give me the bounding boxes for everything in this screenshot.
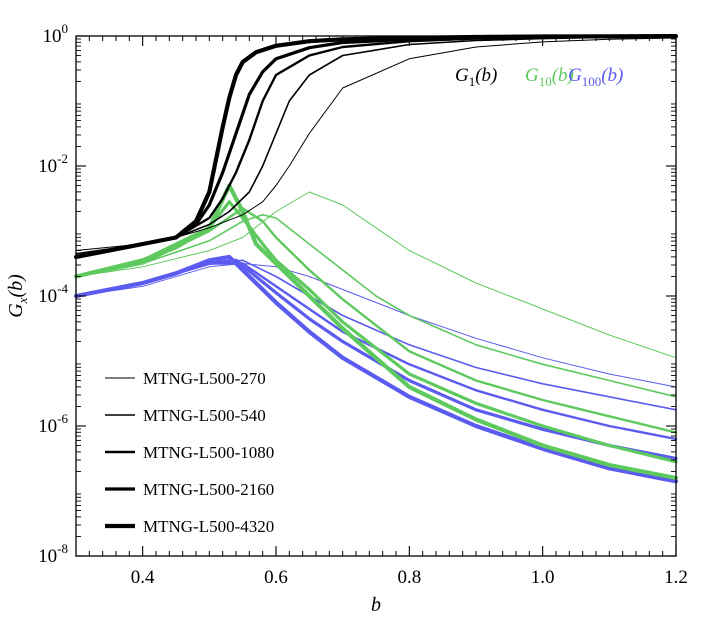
y-axis-label-main: G [5,303,27,318]
y-tick-label: 100 [43,21,69,47]
x-tick-label: 0.8 [397,567,421,588]
series-line-g100-4320 [73,254,679,484]
ticks-layer: 0.4 0.6 0.8 1.0 1.2 10-8 10-6 10-4 10-2 100 [38,21,688,588]
legend-label: MTNG-L500-270 [143,369,266,388]
series-line-g100-270 [75,263,677,388]
series-line-g10-540 [75,214,677,398]
y-axis-label: Gx(b) [5,274,30,318]
legend-label: MTNG-L500-540 [143,406,266,425]
y-tick-label: 10-8 [38,541,68,567]
x-axis-label: b [371,594,381,616]
x-tick-label: 0.6 [264,567,288,588]
y-axis-label-sub: x [15,297,30,304]
x-tick-label: 1.0 [531,567,555,588]
y-tick-label: 10-6 [38,411,68,437]
function-label-g10: G10(b) [525,65,574,89]
y-tick-label: 10-4 [38,281,68,307]
legend-label: MTNG-L500-1080 [143,443,274,462]
series-line-g10-4320 [73,183,679,481]
function-label-g1: G1(b) [455,65,497,89]
function-labels: G1(b) G10(b)G100(b) [455,65,623,89]
series-line-g10-2160 [74,200,678,464]
x-tick-label: 0.4 [131,567,155,588]
series-line-g10-1080 [74,207,678,434]
y-tick-label: 10-2 [38,151,68,177]
legend-label: MTNG-L500-4320 [143,517,274,536]
series-layer [73,33,679,484]
legend: MTNG-L500-270 MTNG-L500-540 MTNG-L500-1080… [105,369,274,536]
y-axis-label-tail: (b) [5,274,27,298]
function-label-g100: G100(b) [568,65,623,89]
series-line-g1-270 [75,37,677,251]
series-line-g10-270 [75,191,677,359]
x-tick-label: 1.2 [664,567,688,588]
series-line-g1-540 [75,35,677,255]
legend-label: MTNG-L500-2160 [143,480,274,499]
